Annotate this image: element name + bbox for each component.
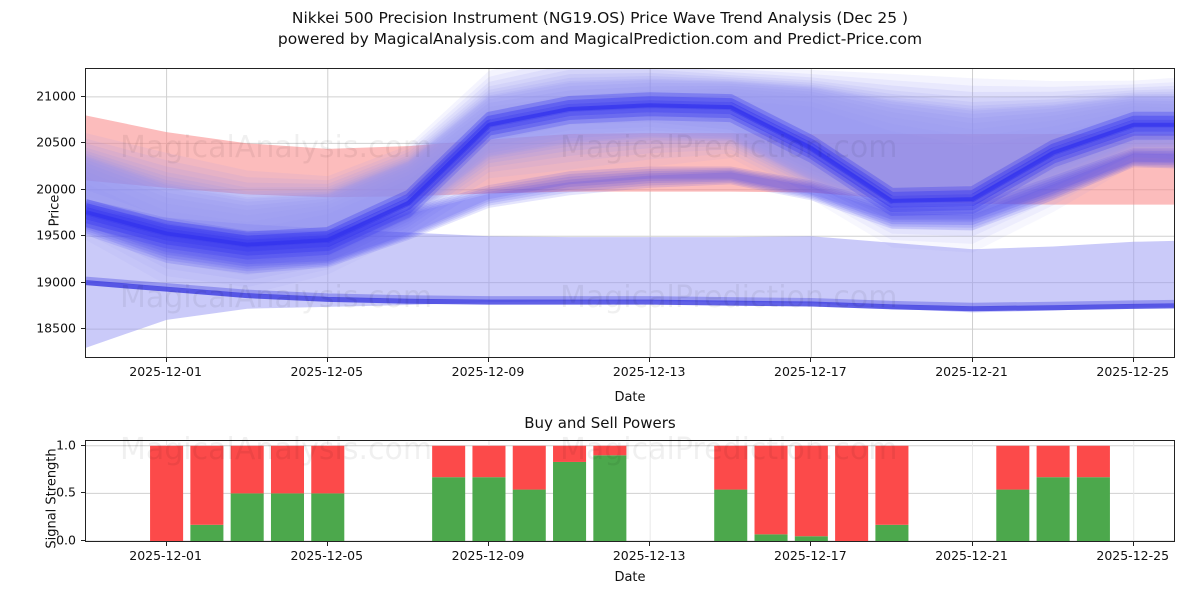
signal-x-tickmark [165, 542, 167, 546]
page-title: Nikkei 500 Precision Instrument (NG19.OS… [0, 8, 1200, 50]
price-y-tick: 19000 [36, 274, 76, 290]
signal-x-tick: 2025-12-09 [451, 548, 525, 563]
signal-x-tick: 2025-12-25 [1096, 548, 1170, 563]
signal-x-tick: 2025-12-21 [935, 548, 1008, 563]
buy-sell-powers-title: Buy and Sell Powers [524, 414, 676, 432]
signal-x-tick: 2025-12-17 [774, 548, 847, 563]
price-wave-chart-panel [85, 68, 1175, 358]
price-y-tick: 20000 [36, 181, 76, 197]
signal-y-tick: 0.0 [56, 532, 76, 548]
price-x-tick: 2025-12-05 [290, 364, 364, 379]
price-x-tick: 2025-12-13 [612, 364, 686, 379]
price-y-tickmark [81, 142, 85, 144]
price-x-tick: 2025-12-01 [129, 364, 202, 379]
price-x-tickmark [649, 358, 651, 362]
price-x-tickmark [326, 358, 328, 362]
price-x-tick: 2025-12-09 [451, 364, 525, 379]
price-y-tick: 21000 [36, 88, 76, 104]
price-y-tickmark [81, 188, 85, 190]
signal-y-tick: 0.5 [56, 484, 76, 500]
signal-x-tickmark [649, 542, 651, 546]
signal-y-tickmark [81, 444, 85, 446]
price-x-tickmark [1132, 358, 1134, 362]
price-x-axis-label: Date [614, 390, 646, 405]
signal-y-tickmark [81, 540, 85, 541]
signal-x-tickmark [810, 542, 812, 546]
signal-x-tick: 2025-12-05 [290, 548, 364, 563]
price-y-tickmark [81, 95, 85, 97]
title-line-1: Nikkei 500 Precision Instrument (NG19.OS… [291, 9, 909, 27]
price-y-tickmark [81, 281, 85, 283]
title-line-2: powered by MagicalAnalysis.com and Magic… [277, 30, 923, 48]
price-y-tickmark [81, 328, 85, 330]
price-x-tickmark [971, 358, 973, 362]
signal-y-tickmark [81, 492, 85, 494]
price-y-tick: 18500 [36, 320, 76, 336]
signal-x-tick: 2025-12-13 [612, 548, 686, 563]
price-x-tickmark [165, 358, 167, 362]
signal-x-tickmark [1132, 542, 1134, 546]
signal-strength-axis-label: Signal Strength [44, 448, 60, 549]
price-x-tick: 2025-12-21 [935, 364, 1008, 379]
price-axis-label: Price [47, 194, 63, 227]
buy-sell-powers-plot [86, 441, 1174, 541]
signal-x-tickmark [487, 542, 489, 546]
buy-sell-powers-panel [85, 440, 1175, 542]
price-x-tick: 2025-12-25 [1096, 364, 1170, 379]
signal-x-tickmark [971, 542, 973, 546]
signal-y-tick: 1.0 [56, 437, 76, 453]
price-y-tick: 19500 [36, 227, 76, 243]
price-x-tickmark [810, 358, 812, 362]
price-y-tickmark [81, 235, 85, 237]
signal-x-tickmark [326, 542, 328, 546]
signal-x-axis-label: Date [614, 570, 646, 585]
price-x-tickmark [487, 358, 489, 362]
signal-x-tick: 2025-12-01 [129, 548, 202, 563]
price-y-tick: 20500 [36, 134, 76, 150]
price-wave-plot [86, 69, 1174, 357]
price-x-tick: 2025-12-17 [774, 364, 847, 379]
